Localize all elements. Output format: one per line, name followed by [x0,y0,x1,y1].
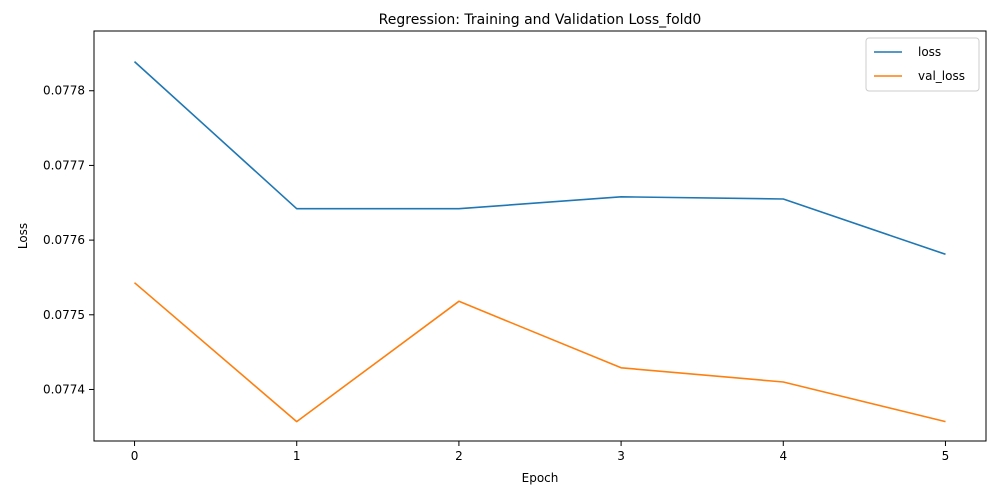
x-tick-label: 1 [293,449,301,463]
chart-title: Regression: Training and Validation Loss… [379,12,702,28]
x-axis: 0 1 2 3 4 5 [131,441,950,463]
y-tick-label: 0.0777 [43,158,85,172]
y-tick-label: 0.0778 [43,84,85,98]
legend: loss val_loss [865,37,980,92]
y-axis: 0.0774 0.0775 0.0776 0.0777 0.0778 [43,84,94,396]
y-tick-label: 0.0776 [43,233,85,247]
y-axis-label: Loss [16,223,30,249]
legend-label-loss: loss [918,45,941,59]
series-line-val-loss [133,282,946,423]
x-axis-label: Epoch [522,471,559,485]
plot-frame [93,30,987,442]
x-tick-label: 4 [779,449,787,463]
x-tick-label: 5 [942,449,950,463]
y-tick-label: 0.0775 [43,308,85,322]
x-tick-label: 3 [617,449,625,463]
y-tick-label: 0.0774 [43,382,85,396]
series-line-loss [133,61,946,256]
x-tick-label: 0 [131,449,139,463]
series-layer [133,61,946,423]
legend-label-val-loss: val_loss [918,69,965,83]
x-tick-label: 2 [455,449,463,463]
